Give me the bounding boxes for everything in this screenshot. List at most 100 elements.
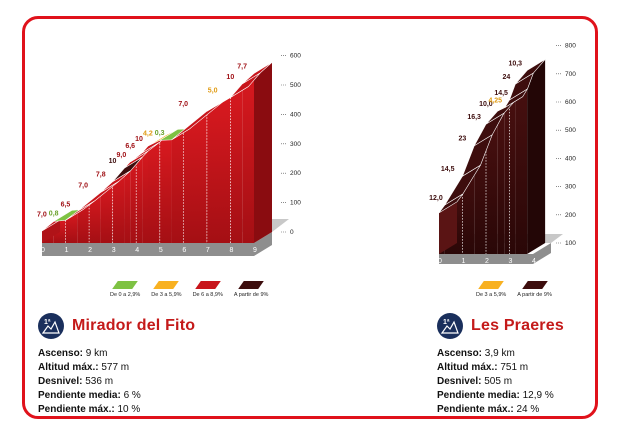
profile-end-cap xyxy=(527,59,546,254)
x-tick-label: 2 xyxy=(88,247,92,254)
mountain-icon: 1ª xyxy=(440,319,459,334)
base-front-face xyxy=(439,243,551,264)
stat-row: Pendiente media: 12,9 % xyxy=(437,389,564,403)
segment-wall xyxy=(159,139,172,243)
stat-value: 12,9 % xyxy=(519,390,554,401)
segment-wall xyxy=(130,152,143,243)
stat-value: 10 % xyxy=(114,404,141,415)
grade-label: 10 xyxy=(226,74,234,81)
x-tick-label: 3 xyxy=(509,258,513,265)
y-tick-label: 700 xyxy=(565,71,576,78)
x-tick-label: 1 xyxy=(65,247,69,254)
profile-side xyxy=(42,62,272,243)
grade-label: 14,5 xyxy=(494,90,508,97)
stat-row: Pendiente media: 6 % xyxy=(38,389,195,403)
grade-label: 0,3 xyxy=(155,130,165,137)
grade-label: 7,8 xyxy=(96,172,106,179)
y-tick-label: 200 xyxy=(565,212,576,219)
grade-label: 6,5 xyxy=(61,201,71,208)
base-front-face xyxy=(42,232,272,256)
stat-row: Pendiente máx.: 10 % xyxy=(38,403,195,417)
segment-wall xyxy=(148,140,160,243)
x-tick-label: 6 xyxy=(182,247,186,254)
grade-label: 7,0 xyxy=(178,101,188,108)
legend-swatch xyxy=(238,281,264,289)
stat-label: Pendiente máx.: xyxy=(437,404,514,415)
segment-wall xyxy=(65,211,78,243)
grade-label: 24 xyxy=(503,74,511,81)
segment-darkred xyxy=(515,59,546,85)
stat-row: Altitud máx.: 577 m xyxy=(38,361,195,375)
stat-value: 505 m xyxy=(481,376,513,387)
y-tick-label: 600 xyxy=(290,53,301,60)
stat-row: Altitud máx.: 751 m xyxy=(437,361,564,375)
x-tick-label: 0 xyxy=(41,247,45,254)
legend-right: De 3 a 5,9% A partir de 9% xyxy=(476,281,563,298)
y-axis: 0 100 200 300 400 500 600 xyxy=(281,53,301,236)
grade-label: 16,3 xyxy=(467,114,481,121)
climb-name: Mirador del Fito xyxy=(72,317,196,334)
mountain-icon: 1ª xyxy=(41,319,60,334)
legend-label: De 3 a 5,9% xyxy=(151,292,182,298)
segment-wall xyxy=(515,70,528,254)
legend-item: A partir de 9% xyxy=(517,281,552,298)
x-tick-label: 0 xyxy=(438,258,442,265)
legend-item: A partir de 9% xyxy=(233,281,269,298)
climb-info-les-praeres: 1ª Les Praeres Ascenso: 3,9 km Altitud má… xyxy=(437,313,564,417)
stat-value: 577 m xyxy=(98,362,130,373)
x-tick-labels: 0 1 2 3 4 5 6 7 8 9 xyxy=(41,247,257,254)
legend-item: De 3 a 5,9% xyxy=(476,281,506,298)
y-tick-label: 200 xyxy=(290,170,301,177)
segment-wall xyxy=(230,83,243,243)
legend-label: A partir de 9% xyxy=(517,292,552,298)
legend-swatch xyxy=(194,281,221,289)
segment-wall xyxy=(100,181,113,243)
legend-item: De 3 a 5,9% xyxy=(151,281,182,298)
segment-wall xyxy=(509,84,516,254)
stat-value: 24 % xyxy=(513,404,540,415)
y-tick-label: 300 xyxy=(565,184,576,191)
x-tick-label: 7 xyxy=(206,247,210,254)
stat-label: Desnivel: xyxy=(38,376,83,387)
segment-wall xyxy=(242,73,254,243)
segment-wall xyxy=(112,167,125,243)
legend-label: De 3 a 5,9% xyxy=(476,292,507,298)
legend-item: De 6 a 8,9% xyxy=(193,281,223,298)
segment-wall xyxy=(486,110,498,254)
stat-row: Desnivel: 505 m xyxy=(437,375,564,389)
segment-wall xyxy=(124,161,131,243)
grade-label: 4,2 xyxy=(143,130,153,137)
legend-label: A partir de 9% xyxy=(233,292,269,298)
legend-swatch xyxy=(112,281,138,289)
y-tick-label: 500 xyxy=(290,82,301,89)
x-tick-label: 5 xyxy=(159,247,163,254)
grade-label: 9,0 xyxy=(117,152,127,159)
profile-start-cap xyxy=(42,219,60,243)
y-tick-label: 600 xyxy=(565,99,576,106)
stat-label: Ascenso: xyxy=(437,348,483,359)
segment-red xyxy=(242,62,273,85)
legend-swatch xyxy=(153,281,180,289)
climb-name: Les Praeres xyxy=(471,317,564,334)
x-tick-labels: 0 1 2 3 4 xyxy=(438,258,536,265)
grade-label: 10,0 xyxy=(479,101,493,108)
segment-wall xyxy=(142,146,148,243)
y-axis: 100 200 300 400 500 600 700 800 xyxy=(556,43,576,247)
grade-label: 10 xyxy=(109,158,117,165)
legend-swatch xyxy=(521,281,548,289)
badge-text: 1ª xyxy=(443,319,450,326)
x-tick-label: 2 xyxy=(485,258,489,265)
stat-value: 3,9 km xyxy=(482,348,515,359)
segment-wall xyxy=(504,99,510,254)
profile-start-cap xyxy=(439,201,457,254)
x-tick-label: 3 xyxy=(112,247,116,254)
stat-label: Pendiente máx.: xyxy=(38,404,115,415)
stat-value: 9 km xyxy=(83,348,108,359)
grade-label: 12,0 xyxy=(429,195,443,202)
segment-wall xyxy=(206,97,231,243)
stat-label: Pendiente media: xyxy=(38,390,121,401)
grade-label: 10,3 xyxy=(508,60,522,67)
legend-item: De 0 a 2,9% xyxy=(110,281,140,298)
